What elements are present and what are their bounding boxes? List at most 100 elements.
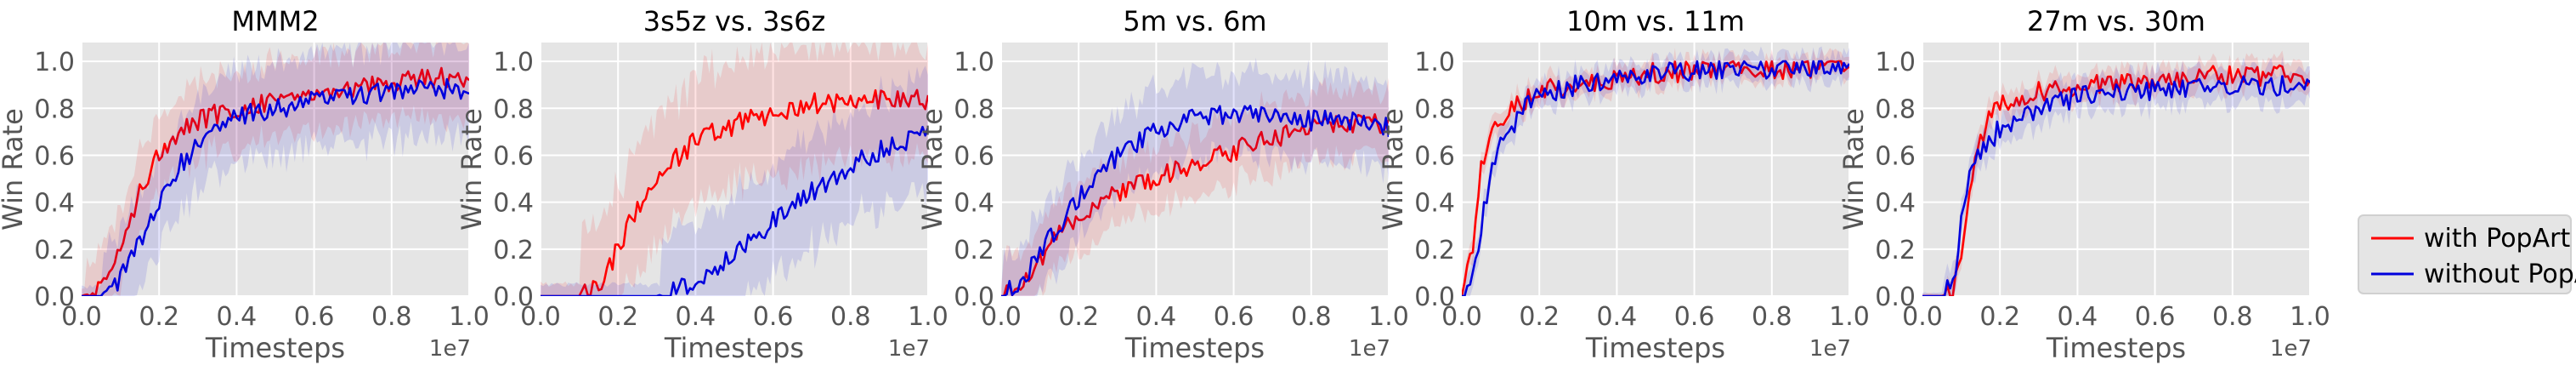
y-tick-label: 1.0 bbox=[954, 48, 994, 77]
y-tick-label: 0.8 bbox=[493, 94, 534, 124]
series-line-without-popart bbox=[1001, 105, 1389, 296]
plot-series bbox=[1462, 46, 1849, 296]
chart-panel-2: 0.00.0 0.2 0.2 0.4 0.4 0.6 0.6 0.8 0.8 1.0 1.0 3s5z… bbox=[456, 5, 948, 364]
x-tick-label: 0.6 bbox=[1674, 302, 1715, 332]
x-tick-label: 0.8 bbox=[1291, 302, 1332, 332]
series-band-without-popart bbox=[541, 66, 928, 296]
plot-series bbox=[541, 43, 928, 296]
legend-label: without PopArt bbox=[2424, 259, 2576, 289]
series-line-with-popart bbox=[541, 88, 928, 296]
x-tick-label: 0.6 bbox=[294, 302, 335, 332]
x-tick-label: 1.0 bbox=[449, 302, 490, 332]
series-line-without-popart bbox=[1462, 60, 1849, 296]
series-line-with-popart bbox=[1462, 60, 1849, 296]
chart-title: 3s5z vs. 3s6z bbox=[643, 5, 826, 37]
y-tick-label: 0.4 bbox=[493, 189, 534, 219]
series-band-with-popart bbox=[82, 43, 469, 296]
x-axis-label: Timesteps bbox=[2046, 332, 2186, 364]
y-tick-label: 0.2 bbox=[1414, 236, 1455, 265]
series-band-with-popart bbox=[541, 43, 928, 296]
x-axis-exponent: 1e7 bbox=[1349, 336, 1390, 362]
x-axis-exponent: 1e7 bbox=[888, 336, 930, 362]
y-tick-label: 0.6 bbox=[1875, 141, 1916, 171]
y-tick-label: 0.6 bbox=[34, 141, 75, 171]
x-tick-label: 0.6 bbox=[1214, 302, 1254, 332]
x-tick-label: 0.2 bbox=[1058, 302, 1099, 332]
x-tick-label: 0.6 bbox=[753, 302, 794, 332]
x-tick-label: 0.0 bbox=[1902, 302, 1943, 332]
x-axis-label: Timesteps bbox=[664, 332, 804, 364]
y-tick-label: 0.4 bbox=[34, 189, 75, 219]
x-axis-exponent: 1e7 bbox=[2270, 336, 2312, 362]
y-tick-label: 0.6 bbox=[1414, 141, 1455, 171]
chart-title: 5m vs. 6m bbox=[1123, 5, 1266, 37]
chart-title: 27m vs. 30m bbox=[2027, 5, 2205, 37]
chart-panel-5: 0.00.0 0.2 0.2 0.4 0.4 0.6 0.6 0.8 0.8 1.0 1.0 27m … bbox=[1837, 5, 2330, 364]
chart-panel-3: 0.00.0 0.2 0.2 0.4 0.4 0.6 0.6 0.8 0.8 1.0 1.0 5m v… bbox=[916, 5, 1409, 364]
x-tick-label: 0.0 bbox=[1441, 302, 1482, 332]
chart-title: 10m vs. 11m bbox=[1566, 5, 1745, 37]
series-line-without-popart bbox=[541, 125, 928, 296]
x-tick-label: 0.4 bbox=[217, 302, 258, 332]
x-axis-exponent: 1e7 bbox=[429, 336, 471, 362]
y-tick-label: 0.0 bbox=[1875, 282, 1916, 312]
x-axis-label: Timesteps bbox=[1124, 332, 1265, 364]
plot-series bbox=[1001, 57, 1389, 296]
x-tick-label: 0.4 bbox=[676, 302, 716, 332]
x-tick-label: 1.0 bbox=[2290, 302, 2330, 332]
x-tick-label: 0.2 bbox=[1519, 302, 1560, 332]
x-axis-label: Timesteps bbox=[1585, 332, 1725, 364]
x-axis-label: Timesteps bbox=[205, 332, 345, 364]
y-tick-label: 0.0 bbox=[34, 282, 75, 312]
series-line-with-popart bbox=[82, 66, 469, 296]
x-tick-label: 0.4 bbox=[1597, 302, 1638, 332]
y-tick-label: 1.0 bbox=[1875, 48, 1916, 77]
legend: with PopArt without PopArt bbox=[2358, 214, 2576, 294]
y-axis-label: Win Rate bbox=[916, 108, 948, 231]
x-tick-label: 0.8 bbox=[371, 302, 412, 332]
plot-area bbox=[82, 43, 469, 296]
x-tick-label: 0.2 bbox=[1979, 302, 2020, 332]
x-tick-label: 0.8 bbox=[830, 302, 871, 332]
x-tick-label: 0.0 bbox=[520, 302, 561, 332]
y-tick-label: 0.4 bbox=[1875, 189, 1916, 219]
y-tick-label: 0.0 bbox=[493, 282, 534, 312]
y-tick-label: 0.6 bbox=[493, 141, 534, 171]
y-tick-label: 1.0 bbox=[493, 48, 534, 77]
series-band-without-popart bbox=[1001, 57, 1389, 296]
y-tick-label: 0.4 bbox=[954, 189, 994, 219]
plot-series bbox=[82, 43, 469, 296]
series-band-without-popart bbox=[1922, 56, 2310, 296]
y-tick-label: 0.2 bbox=[34, 236, 75, 265]
x-tick-label: 0.4 bbox=[1136, 302, 1177, 332]
y-tick-label: 0.4 bbox=[1414, 189, 1455, 219]
series-line-without-popart bbox=[82, 77, 469, 296]
legend-label: with PopArt bbox=[2424, 224, 2570, 254]
series-line-with-popart bbox=[1922, 64, 2310, 296]
y-tick-label: 0.0 bbox=[954, 282, 994, 312]
y-axis-label: Win Rate bbox=[1837, 108, 1870, 231]
x-tick-label: 0.6 bbox=[2135, 302, 2176, 332]
chart-panel-1: 0.00.0 0.2 0.2 0.4 0.4 0.6 0.6 0.8 0.8 1.0 1.0 MMM2… bbox=[0, 5, 490, 364]
x-tick-label: 0.4 bbox=[2058, 302, 2098, 332]
plot-series bbox=[1922, 50, 2310, 296]
y-tick-label: 0.6 bbox=[954, 141, 994, 171]
x-tick-label: 0.0 bbox=[981, 302, 1022, 332]
y-tick-label: 0.2 bbox=[954, 236, 994, 265]
x-tick-label: 0.8 bbox=[2212, 302, 2253, 332]
y-tick-label: 0.0 bbox=[1414, 282, 1455, 312]
x-tick-label: 1.0 bbox=[1368, 302, 1409, 332]
x-tick-label: 1.0 bbox=[908, 302, 948, 332]
y-axis-label: Win Rate bbox=[0, 108, 29, 231]
series-line-without-popart bbox=[1922, 75, 2310, 296]
x-tick-label: 0.2 bbox=[139, 302, 179, 332]
x-tick-label: 0.8 bbox=[1752, 302, 1792, 332]
y-tick-label: 1.0 bbox=[1414, 48, 1455, 77]
y-axis-label: Win Rate bbox=[1377, 108, 1409, 231]
x-tick-label: 0.0 bbox=[61, 302, 102, 332]
x-axis-exponent: 1e7 bbox=[1809, 336, 1851, 362]
y-tick-label: 0.8 bbox=[34, 94, 75, 124]
plot-area bbox=[1462, 43, 1849, 296]
y-tick-label: 0.8 bbox=[1875, 94, 1916, 124]
